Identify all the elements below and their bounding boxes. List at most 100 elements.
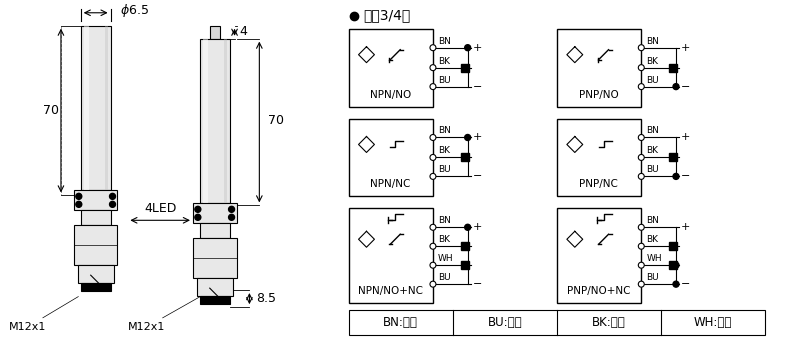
Text: BK: BK — [438, 235, 450, 244]
Circle shape — [638, 45, 644, 51]
Text: WH: WH — [646, 254, 662, 263]
Text: 4LED: 4LED — [144, 202, 176, 215]
Circle shape — [195, 214, 201, 220]
Text: M12x1: M12x1 — [128, 296, 200, 332]
Text: +: + — [681, 222, 690, 232]
Circle shape — [430, 243, 436, 249]
Text: +: + — [681, 43, 690, 53]
Circle shape — [638, 84, 644, 90]
Text: BU: BU — [438, 273, 450, 282]
Text: BU: BU — [646, 273, 659, 282]
Text: +: + — [681, 132, 690, 143]
Bar — [669, 242, 677, 250]
Text: −: − — [473, 279, 482, 289]
Text: PNP/NC: PNP/NC — [579, 180, 618, 189]
Text: BK: BK — [646, 235, 658, 244]
Circle shape — [638, 243, 644, 249]
Bar — [349, 119, 433, 196]
Circle shape — [638, 281, 644, 287]
Text: +: + — [473, 222, 482, 232]
Circle shape — [638, 174, 644, 180]
Text: BN: BN — [646, 126, 659, 136]
Bar — [210, 26, 220, 39]
Text: BN: BN — [438, 126, 450, 136]
Bar — [81, 26, 110, 190]
Bar — [461, 242, 469, 250]
Text: −: − — [473, 82, 482, 92]
Bar — [461, 153, 469, 162]
Bar — [349, 208, 433, 303]
Circle shape — [638, 134, 644, 140]
Circle shape — [638, 224, 644, 230]
Text: +: + — [473, 132, 482, 143]
Circle shape — [430, 65, 436, 71]
Circle shape — [465, 45, 470, 51]
Circle shape — [430, 155, 436, 161]
Circle shape — [430, 224, 436, 230]
Circle shape — [229, 214, 234, 220]
Bar — [557, 29, 642, 107]
Circle shape — [638, 262, 644, 268]
Circle shape — [430, 174, 436, 180]
Bar — [200, 39, 230, 203]
Circle shape — [430, 45, 436, 51]
Bar — [557, 208, 642, 303]
Circle shape — [638, 65, 644, 71]
Text: 直流3/4线: 直流3/4线 — [363, 8, 410, 22]
Bar — [200, 223, 230, 238]
Text: $\phi$6.5: $\phi$6.5 — [121, 2, 150, 19]
Bar — [193, 238, 237, 278]
Circle shape — [110, 201, 115, 207]
Bar — [669, 64, 677, 72]
Circle shape — [673, 174, 679, 180]
Circle shape — [430, 281, 436, 287]
Bar — [461, 261, 469, 269]
Text: 70: 70 — [43, 104, 59, 117]
Circle shape — [465, 134, 470, 140]
Circle shape — [638, 155, 644, 161]
Bar — [669, 261, 677, 269]
Bar — [557, 119, 642, 196]
Text: BU: BU — [438, 165, 450, 174]
Text: PNP/NO+NC: PNP/NO+NC — [567, 286, 630, 296]
Text: WH:白色: WH:白色 — [694, 316, 732, 329]
Circle shape — [673, 262, 679, 268]
Text: BN: BN — [646, 216, 659, 225]
Circle shape — [110, 193, 115, 199]
Text: BU: BU — [646, 165, 659, 174]
Text: 8.5: 8.5 — [256, 291, 276, 304]
Text: BK: BK — [438, 146, 450, 156]
Text: BU: BU — [646, 76, 659, 84]
Text: PNP/NO: PNP/NO — [578, 90, 618, 100]
Circle shape — [76, 201, 82, 207]
Circle shape — [229, 206, 234, 212]
Bar — [74, 190, 118, 210]
Text: −: − — [473, 171, 482, 181]
Bar — [202, 39, 208, 203]
Circle shape — [430, 134, 436, 140]
Bar — [84, 26, 89, 190]
Bar — [81, 283, 110, 291]
Text: BN:棕色: BN:棕色 — [383, 316, 418, 329]
Text: M12x1: M12x1 — [9, 296, 78, 332]
Bar — [74, 225, 118, 265]
Circle shape — [430, 262, 436, 268]
Circle shape — [673, 84, 679, 90]
Text: NPN/NO: NPN/NO — [370, 90, 411, 100]
Text: WH: WH — [438, 254, 454, 263]
Text: 70: 70 — [268, 114, 284, 127]
Text: −: − — [681, 82, 690, 92]
Bar — [224, 39, 226, 203]
Text: NPN/NO+NC: NPN/NO+NC — [358, 286, 422, 296]
Bar — [461, 64, 469, 72]
Circle shape — [673, 281, 679, 287]
Text: −: − — [681, 279, 690, 289]
Bar — [200, 296, 230, 304]
Text: +: + — [473, 43, 482, 53]
Text: −: − — [681, 171, 690, 181]
Bar — [197, 278, 233, 296]
Text: NPN/NC: NPN/NC — [370, 180, 410, 189]
Bar — [193, 203, 237, 223]
Bar — [669, 153, 677, 162]
Bar — [78, 265, 114, 283]
